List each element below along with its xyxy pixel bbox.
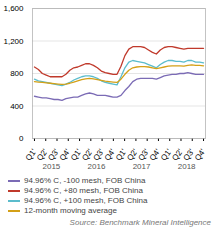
svg-text:Q1': Q1': [68, 147, 84, 163]
svg-text:Q2': Q2': [125, 147, 140, 163]
svg-text:Q4': Q4': [57, 147, 72, 163]
svg-text:Q3': Q3': [136, 147, 151, 163]
svg-text:Q3': Q3': [46, 147, 61, 163]
svg-text:Q2': Q2': [80, 147, 95, 163]
html-text:94.96% C, +100 mesh, FOB China: 94.96% C, +100 mesh, FOB China: [24, 196, 148, 205]
html-text:94.96% C, -100 mesh, FOB China: 94.96% C, -100 mesh, FOB China: [24, 176, 146, 185]
svg-text:1,200: 1,200: [3, 37, 24, 46]
svg-text:Q2': Q2': [35, 147, 50, 163]
svg-text:2015: 2015: [42, 162, 60, 171]
svg-text:2016: 2016: [88, 162, 106, 171]
svg-text:Q1': Q1': [159, 147, 174, 163]
svg-text:Q4': Q4': [147, 147, 163, 163]
svg-text:400: 400: [10, 102, 24, 111]
svg-text:1,600: 1,600: [3, 4, 24, 13]
svg-text:Q4': Q4': [193, 147, 208, 163]
html-text:94.96% C, +80 mesh, FOB China: 94.96% C, +80 mesh, FOB China: [24, 186, 143, 195]
svg-text:800: 800: [10, 69, 24, 78]
svg-text:Q1': Q1': [23, 147, 39, 163]
svg-text:Q3': Q3': [91, 147, 106, 163]
svg-text:0: 0: [19, 134, 24, 143]
html-text:12-month moving average: 12-month moving average: [24, 206, 117, 215]
svg-text:Q4': Q4': [102, 147, 118, 163]
html-text:Source: Benchmark Mineral Inte: Source: Benchmark Mineral Intelligence: [69, 218, 211, 227]
svg-text:2018: 2018: [178, 162, 196, 171]
svg-text:Q3': Q3': [181, 147, 196, 163]
svg-text:Q1': Q1': [114, 147, 129, 163]
svg-text:2017: 2017: [133, 162, 151, 171]
svg-text:Q2': Q2': [170, 147, 185, 163]
